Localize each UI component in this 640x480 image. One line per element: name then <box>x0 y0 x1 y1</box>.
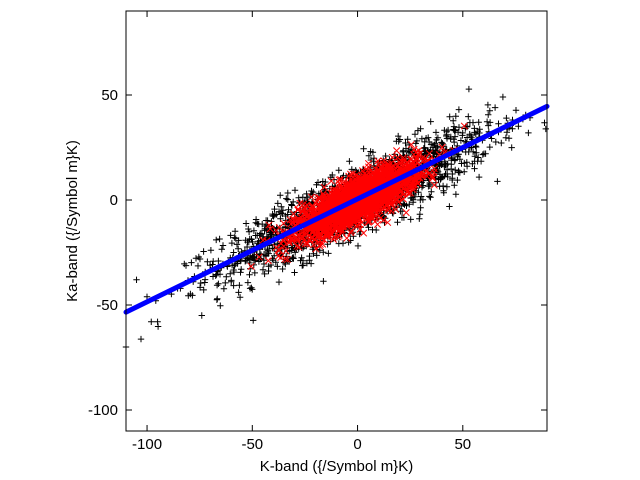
x-tick-label: -50 <box>241 436 263 453</box>
series-0-outliers <box>122 276 205 351</box>
y-tick-label: 50 <box>101 87 118 104</box>
y-tick-label: 0 <box>110 192 118 209</box>
x-tick-label: 50 <box>454 436 471 453</box>
y-tick-label: -100 <box>88 402 118 419</box>
x-axis-label: K-band ({/Symbol m}K) <box>260 458 413 475</box>
series-1-points <box>247 122 468 270</box>
ticks-layer: -100 -50 0 50 -100 -50 0 50 <box>88 11 547 453</box>
fit-layer <box>123 103 550 315</box>
series-1-markers <box>247 122 468 270</box>
y-tick-label: -50 <box>96 297 118 314</box>
x-tick-label: 0 <box>353 436 361 453</box>
plot-frame <box>125 10 548 432</box>
x-tick-label: -100 <box>132 436 162 453</box>
points-layer <box>122 85 549 351</box>
y-axis-label: Ka-band ({/Symbol m}K) <box>64 140 81 302</box>
fit-line <box>123 103 550 315</box>
series-2-fit <box>123 103 550 315</box>
